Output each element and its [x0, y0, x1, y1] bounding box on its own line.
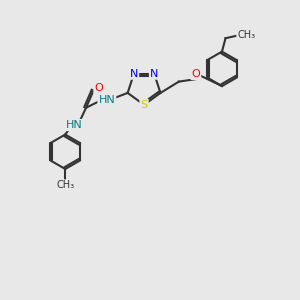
Text: O: O	[191, 69, 200, 79]
Text: S: S	[140, 100, 148, 110]
Text: CH₃: CH₃	[56, 180, 74, 190]
Text: CH₃: CH₃	[237, 30, 255, 40]
Text: N: N	[130, 69, 138, 79]
Text: N: N	[150, 69, 158, 79]
Text: O: O	[94, 82, 103, 93]
Text: HN: HN	[98, 95, 115, 105]
Text: HN: HN	[66, 120, 83, 130]
